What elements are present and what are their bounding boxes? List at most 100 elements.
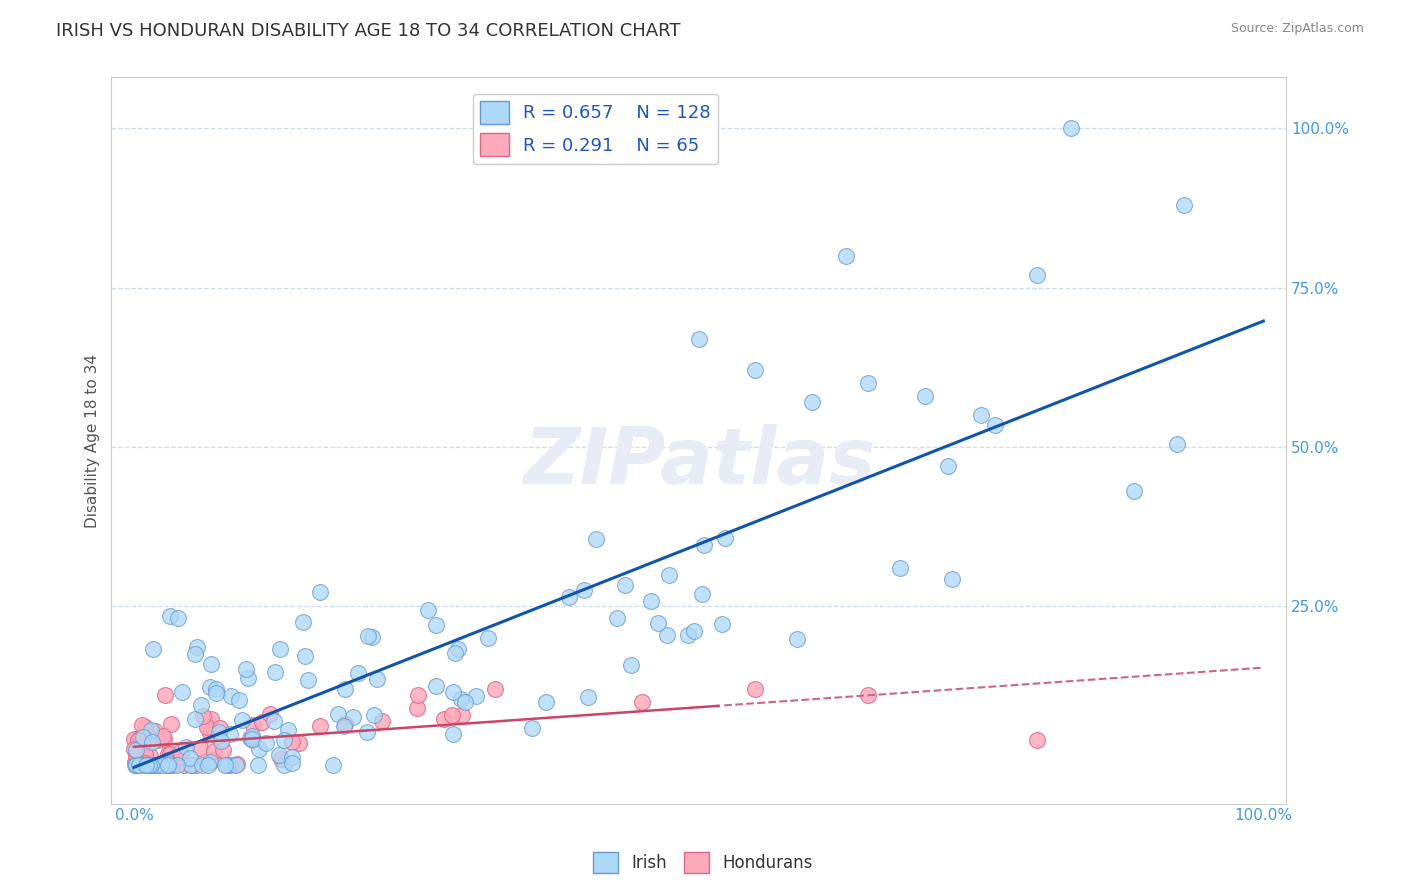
Point — [190, 698, 212, 712]
Point — [984, 418, 1007, 433]
Point — [277, 723, 299, 737]
Point — [342, 710, 364, 724]
Point — [157, 758, 180, 772]
Point — [856, 689, 879, 703]
Point — [250, 714, 273, 729]
Point — [655, 628, 678, 642]
Point — [441, 707, 464, 722]
Point — [744, 681, 766, 696]
Point — [128, 756, 150, 771]
Point — [711, 617, 734, 632]
Point — [450, 691, 472, 706]
Point — [143, 758, 166, 772]
Point — [176, 739, 198, 754]
Point — [308, 584, 330, 599]
Point — [264, 665, 287, 679]
Point — [269, 641, 291, 656]
Text: IRISH VS HONDURAN DISABILITY AGE 18 TO 34 CORRELATION CHART: IRISH VS HONDURAN DISABILITY AGE 18 TO 3… — [56, 22, 681, 40]
Point — [184, 647, 207, 661]
Point — [558, 590, 581, 604]
Point — [127, 732, 149, 747]
Point — [1026, 733, 1049, 747]
Point — [197, 717, 219, 731]
Point — [202, 743, 225, 757]
Point — [371, 714, 394, 728]
Point — [454, 695, 477, 709]
Point — [200, 657, 222, 672]
Point — [484, 681, 506, 696]
Point — [139, 758, 162, 772]
Point — [425, 618, 447, 632]
Point — [153, 732, 176, 747]
Point — [1060, 121, 1083, 136]
Point — [1026, 268, 1049, 282]
Point — [212, 743, 235, 757]
Point — [131, 718, 153, 732]
Text: Source: ZipAtlas.com: Source: ZipAtlas.com — [1230, 22, 1364, 36]
Point — [326, 707, 349, 722]
Point — [444, 646, 467, 660]
Point — [356, 724, 378, 739]
Point — [179, 750, 201, 764]
Point — [834, 249, 856, 263]
Point — [425, 679, 447, 693]
Point — [172, 685, 194, 699]
Point — [613, 577, 636, 591]
Point — [191, 758, 214, 772]
Point — [142, 642, 165, 657]
Point — [124, 758, 146, 772]
Point — [247, 742, 270, 756]
Point — [170, 750, 193, 764]
Point — [226, 756, 249, 771]
Point — [191, 709, 214, 723]
Point — [201, 753, 224, 767]
Point — [150, 758, 173, 772]
Point — [640, 594, 662, 608]
Point — [231, 713, 253, 727]
Point — [335, 681, 357, 696]
Point — [357, 629, 380, 643]
Point — [141, 735, 163, 749]
Point — [128, 758, 150, 772]
Point — [322, 758, 344, 772]
Point — [688, 332, 710, 346]
Point — [242, 718, 264, 732]
Point — [152, 729, 174, 743]
Point — [188, 740, 211, 755]
Point — [294, 649, 316, 664]
Point — [240, 732, 263, 747]
Point — [239, 731, 262, 745]
Point — [273, 758, 295, 772]
Point — [129, 730, 152, 744]
Point — [297, 673, 319, 687]
Point — [166, 758, 188, 772]
Point — [214, 758, 236, 772]
Point — [184, 758, 207, 772]
Point — [145, 732, 167, 747]
Point — [269, 748, 291, 763]
Point — [693, 538, 716, 552]
Point — [159, 608, 181, 623]
Point — [145, 758, 167, 772]
Point — [363, 707, 385, 722]
Point — [135, 758, 157, 772]
Point — [1122, 484, 1144, 499]
Point — [195, 720, 218, 734]
Point — [333, 717, 356, 731]
Point — [889, 561, 911, 575]
Point — [941, 572, 963, 586]
Point — [744, 363, 766, 377]
Point — [856, 376, 879, 391]
Point — [134, 720, 156, 734]
Point — [292, 615, 315, 629]
Point — [124, 742, 146, 756]
Point — [134, 747, 156, 761]
Point — [138, 758, 160, 772]
Point — [366, 673, 388, 687]
Point — [134, 758, 156, 772]
Text: ZIPatlas: ZIPatlas — [523, 425, 875, 500]
Point — [145, 724, 167, 739]
Point — [786, 632, 808, 646]
Point — [169, 745, 191, 759]
Point — [288, 736, 311, 750]
